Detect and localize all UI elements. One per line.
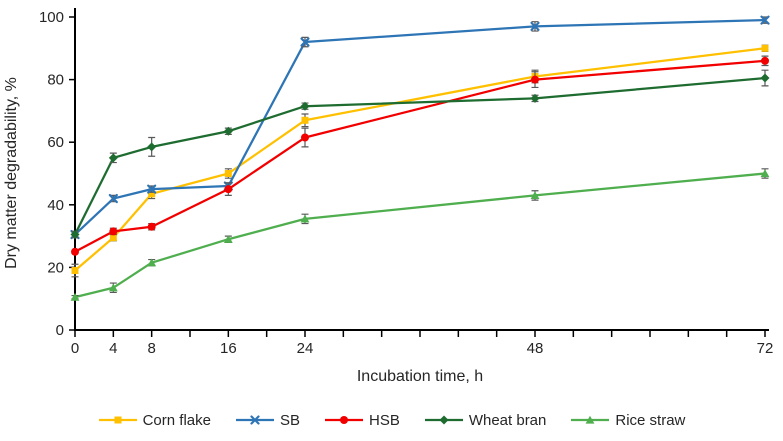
legend-marker-hsb-icon [339, 416, 348, 424]
marker-corn-flake-0h [71, 267, 79, 275]
marker-sb-8h [147, 184, 157, 194]
x-tick-label: 4 [109, 340, 117, 357]
marker-corn-flake-24h [301, 116, 309, 124]
marker-wheat-bran-4h [108, 153, 118, 163]
marker-rice-straw-4h [108, 283, 118, 292]
legend-label: Wheat bran [468, 411, 547, 429]
x-tick-label: 24 [297, 340, 314, 357]
marker-hsb-16h [224, 185, 233, 194]
y-tick-label: 20 [47, 259, 64, 276]
legend-item-hsb: HSB [324, 412, 400, 429]
x-axis-title: Incubation time, h [357, 368, 483, 385]
legend-item-rice-straw: Rice straw [570, 412, 685, 429]
marker-corn-flake-8h [148, 190, 156, 198]
marker-rice-straw-8h [147, 258, 157, 267]
marker-corn-flake-4h [109, 234, 117, 242]
marker-hsb-72h [761, 56, 769, 65]
marker-hsb-24h [301, 133, 309, 142]
series-line-hsb [73, 59, 767, 253]
x-tick-label: 72 [757, 340, 774, 357]
series-line-corn-flake [73, 47, 767, 272]
legend-label: HSB [368, 411, 400, 429]
y-axis-title: Dry matter degradability, % [3, 77, 20, 269]
marker-rice-straw-0h [70, 292, 80, 301]
x-tick-label: 0 [71, 340, 79, 357]
marker-hsb-0h [71, 247, 79, 256]
legend-item-corn-flake: Corn flake [98, 412, 211, 429]
legend-label: Rice straw [615, 411, 686, 429]
marker-sb-4h [108, 193, 118, 204]
marker-wheat-bran-48h [530, 93, 540, 103]
marker-sb-24h [300, 37, 310, 47]
x-tick-label: 48 [527, 340, 544, 357]
marker-wheat-bran-72h [760, 73, 770, 83]
legend-label: Corn flake [142, 411, 211, 429]
legend-marker-wheat-bran-icon [439, 415, 449, 425]
series-hsb [71, 55, 769, 256]
legend-swatch-rice-straw-icon [571, 415, 610, 424]
marker-sb-72h [760, 15, 770, 25]
legend-swatch-hsb-icon [324, 416, 363, 424]
legend-marker-rice-straw-icon [585, 415, 595, 424]
legend-swatch-wheat-bran-icon [424, 415, 463, 425]
legend-swatch-sb-icon [235, 415, 274, 425]
marker-rice-straw-72h [760, 169, 770, 178]
marker-corn-flake-16h [224, 170, 232, 177]
marker-rice-straw-16h [223, 235, 233, 243]
legend-swatch-corn-flake-icon [98, 416, 137, 424]
marker-rice-straw-24h [300, 214, 310, 223]
x-tick-label: 16 [220, 340, 237, 357]
marker-wheat-bran-0h [70, 230, 80, 240]
marker-wheat-bran-8h [147, 142, 157, 152]
series-line-sb [73, 19, 767, 236]
y-tick-label: 0 [56, 322, 64, 339]
marker-hsb-4h [109, 227, 118, 236]
y-tick-label: 40 [47, 197, 64, 214]
x-tick-label: 8 [147, 340, 155, 357]
series-rice-straw [70, 168, 770, 301]
legend-marker-corn-flake-icon [114, 416, 122, 424]
marker-hsb-8h [147, 222, 156, 231]
y-tick-label: 100 [39, 9, 64, 26]
series-layer [70, 15, 770, 301]
y-tick-label: 80 [47, 72, 64, 89]
legend-item-sb: SB [235, 412, 300, 429]
marker-hsb-48h [531, 75, 539, 84]
marker-wheat-bran-24h [300, 101, 310, 111]
series-corn-flake [71, 44, 769, 278]
series-wheat-bran [70, 69, 770, 240]
chart-legend: Corn flake SB HSB Wheat bran Rice straw [0, 405, 783, 435]
legend-marker-sb-icon [250, 415, 260, 425]
legend-item-wheat-bran: Wheat bran [424, 411, 547, 429]
series-line-rice-straw [73, 172, 767, 299]
marker-corn-flake-72h [761, 44, 769, 52]
series-line-wheat-bran [73, 76, 767, 236]
marker-rice-straw-48h [530, 191, 540, 200]
legend-label: SB [279, 411, 300, 429]
marker-wheat-bran-16h [223, 126, 233, 136]
series-sb [70, 15, 770, 240]
y-tick-label: 60 [47, 134, 64, 151]
marker-sb-48h [530, 21, 540, 31]
